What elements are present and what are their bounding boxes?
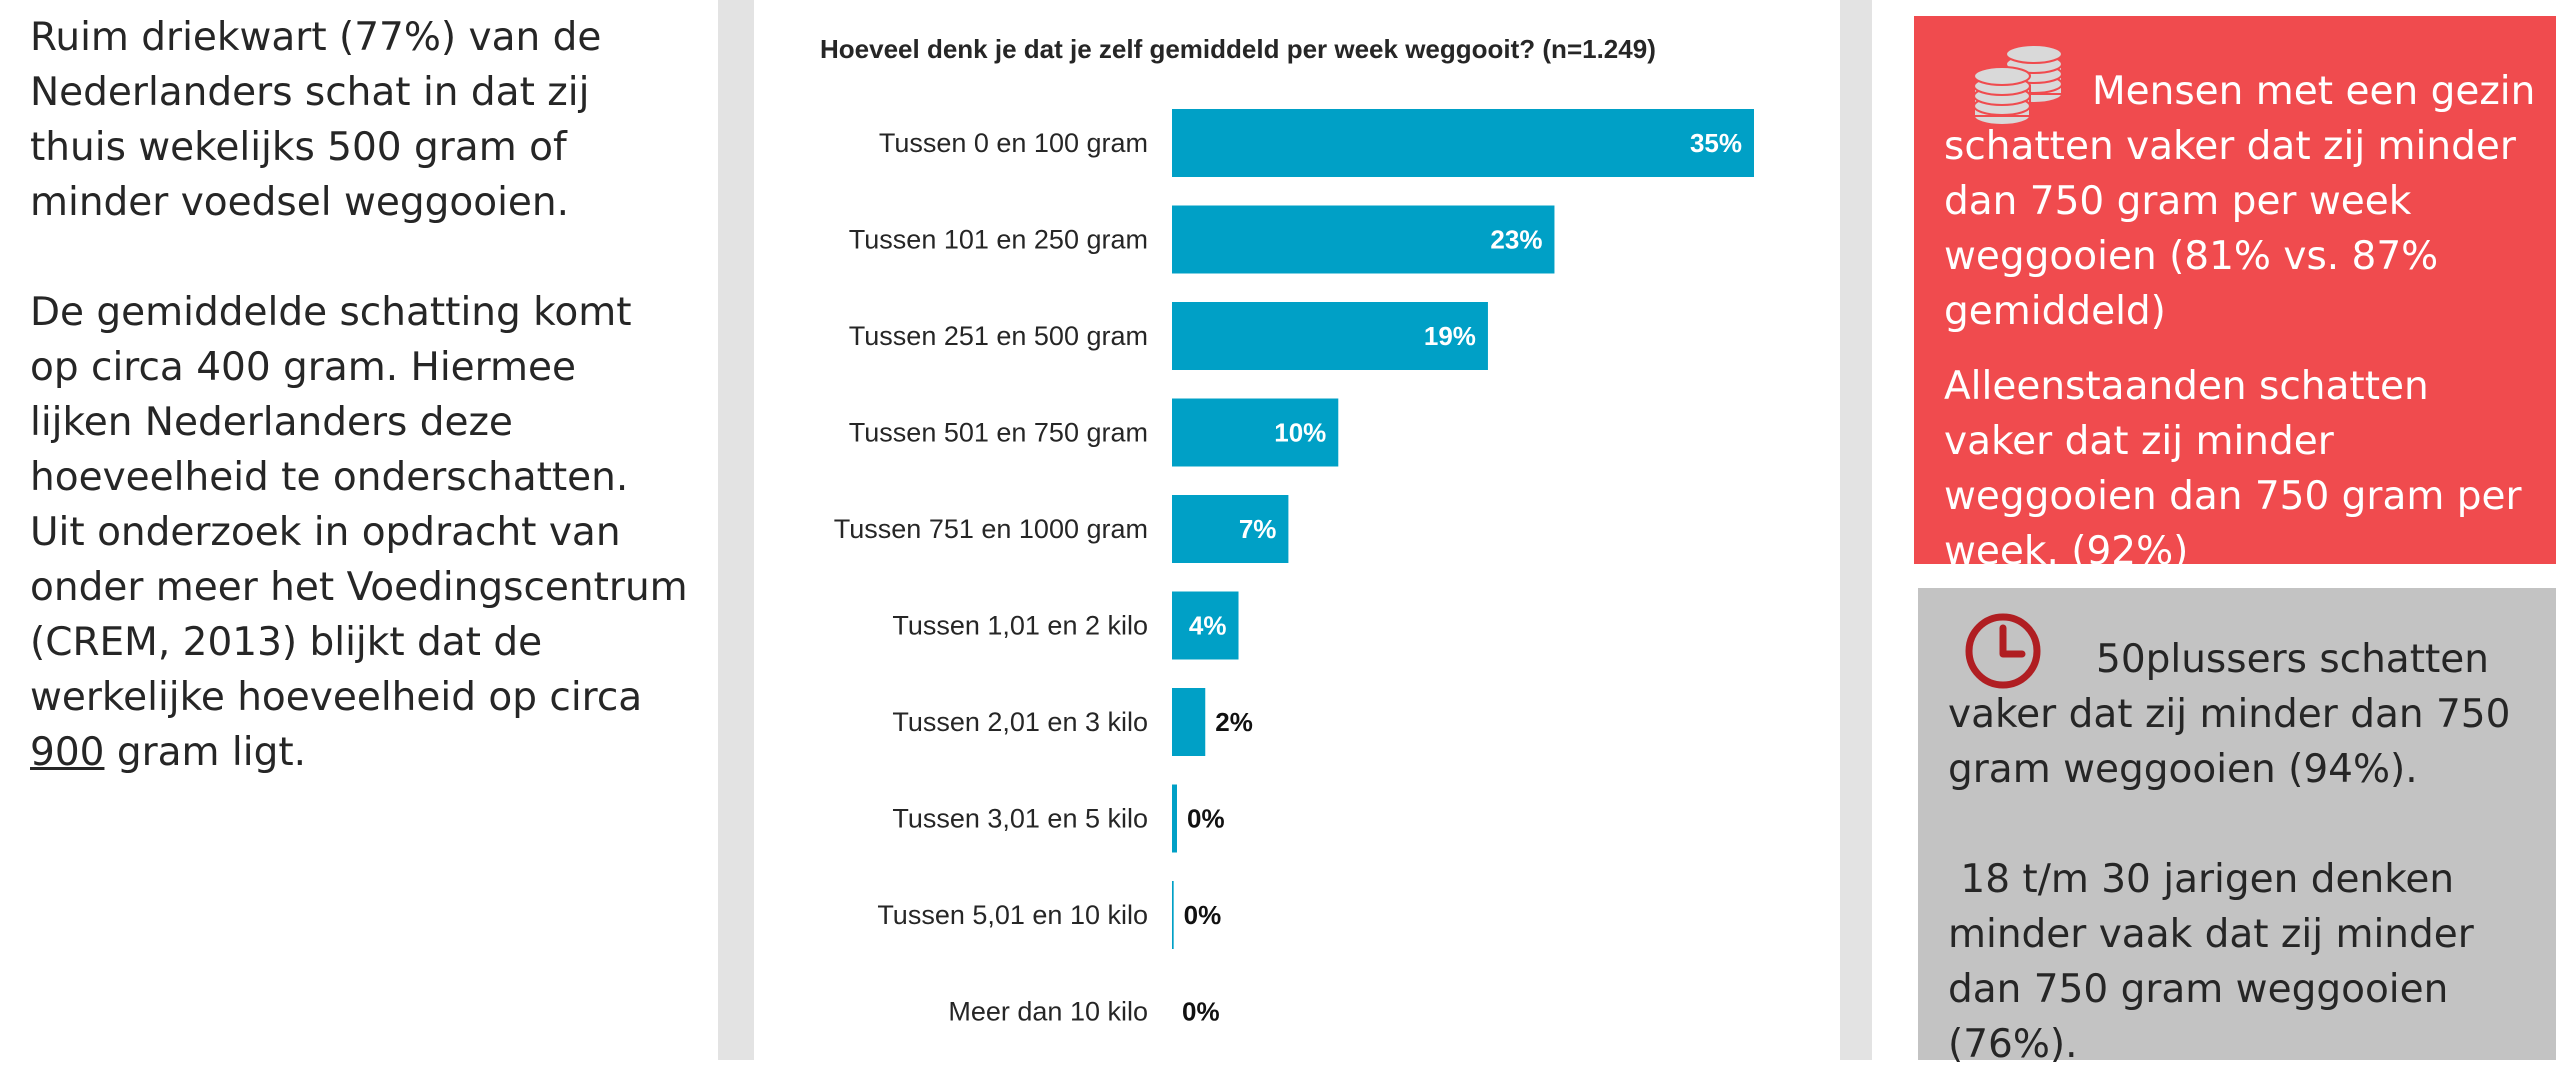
right-divider	[1840, 0, 1872, 1060]
category-label: Meer dan 10 kilo	[948, 997, 1148, 1027]
category-label: Tussen 1,01 en 2 kilo	[892, 611, 1148, 641]
estimate-text-before: De gemiddelde schatting komt op circa 40…	[30, 290, 688, 720]
value-label: 10%	[1274, 418, 1326, 448]
clock-icon	[1965, 613, 2041, 689]
age-insight-panel: 50plussers schatten vaker dat zij minder…	[1918, 588, 2556, 1067]
category-label: Tussen 0 en 100 gram	[879, 128, 1148, 158]
bar	[1172, 205, 1555, 274]
value-label: 2%	[1215, 707, 1253, 737]
seniors-insight-text-body: 50plussers schatten vaker dat zij minder…	[1948, 637, 2511, 792]
value-label: 4%	[1189, 611, 1227, 641]
family-insight-text: Mensen met een gezin schatten vaker dat …	[1944, 64, 2546, 339]
bar	[1172, 302, 1488, 370]
category-label: Tussen 3,01 en 5 kilo	[892, 804, 1148, 834]
family-insight-text-body: Mensen met een gezin schatten vaker dat …	[1944, 69, 2536, 334]
value-label: 7%	[1239, 514, 1277, 544]
bar	[1172, 591, 1239, 660]
value-label: 23%	[1490, 225, 1542, 255]
category-label: Tussen 751 en 1000 gram	[834, 514, 1148, 544]
left-text-column: Ruim driekwart (77%) van de Nederlanders…	[30, 10, 690, 780]
estimate-text-after: gram ligt.	[104, 730, 307, 775]
seniors-insight-text: 50plussers schatten vaker dat zij minder…	[1948, 632, 2546, 797]
bar	[1172, 784, 1177, 853]
value-label: 35%	[1690, 128, 1742, 158]
bar	[1172, 109, 1754, 177]
category-label: Tussen 2,01 en 3 kilo	[892, 707, 1148, 737]
bar	[1172, 495, 1289, 563]
category-label: Tussen 251 en 500 gram	[849, 321, 1148, 351]
bar	[1172, 688, 1206, 756]
bar	[1172, 881, 1174, 949]
value-label: 0%	[1182, 997, 1220, 1027]
singles-insight-text: Alleenstaanden schatten vaker dat zij mi…	[1944, 364, 2522, 574]
chart-title: Hoeveel denk je dat je zelf gemiddeld pe…	[820, 34, 1656, 64]
coins-icon	[1973, 44, 2063, 126]
left-divider	[718, 0, 754, 1060]
bar-chart: Tussen 0 en 100 gram 35% Tussen 101 en 250…	[834, 109, 1754, 1027]
category-label: Tussen 101 en 250 gram	[849, 225, 1148, 255]
bar	[1172, 398, 1339, 467]
youth-insight-text: 18 t/m 30 jarigen denken minder vaak dat…	[1948, 852, 2546, 1072]
value-label: 0%	[1184, 900, 1222, 930]
estimate-underlined-value: 900	[30, 730, 105, 775]
intro-paragraph: Ruim driekwart (77%) van de Nederlanders…	[30, 15, 602, 225]
value-label: 19%	[1424, 321, 1476, 351]
family-insight-panel: Mensen met een gezin schatten vaker dat …	[1914, 16, 2556, 574]
category-label: Tussen 5,01 en 10 kilo	[877, 900, 1148, 930]
estimate-paragraph: De gemiddelde schatting komt op circa 40…	[30, 285, 690, 780]
chart-panel: Hoeveel denk je dat je zelf gemiddeld pe…	[754, 0, 1840, 1060]
value-label: 0%	[1187, 804, 1225, 834]
youth-insight-text-body: 18 t/m 30 jarigen denken minder vaak dat…	[1948, 857, 2474, 1067]
category-label: Tussen 501 en 750 gram	[849, 418, 1148, 448]
